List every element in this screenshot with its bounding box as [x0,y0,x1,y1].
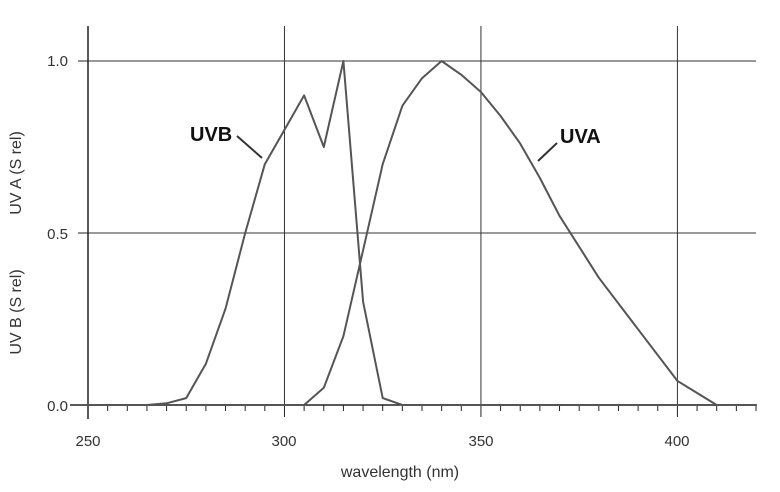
x-tick-label-250: 250 [75,433,100,450]
y-tick-label-1: 1.0 [47,53,68,70]
x-tick-label-300: 300 [271,433,296,450]
series-line-uva [87,60,757,406]
series-label-uvb: UVB [190,124,232,146]
x-tick-label-400: 400 [664,433,689,450]
series-group [87,60,757,406]
uva-label-leader [537,142,558,162]
y-axis-title-uva: UV A (S rel) [8,131,25,215]
uvb-label-leader [236,135,263,159]
series-line-uvb [87,60,757,406]
tick-marks [78,60,757,417]
y-tick-label-0.5: 0.5 [47,226,68,243]
y-tick-label-0: 0.0 [47,398,68,415]
y-axis-title-uvb: UV B (S rel) [8,269,25,354]
labels-group: 250 300 350 400 0.0 0.5 1.0 wavelength (… [8,53,690,481]
grid-lines [88,26,756,405]
series-label-uva: UVA [560,126,601,148]
axes [70,26,756,419]
x-axis-title: wavelength (nm) [340,464,459,481]
x-tick-label-350: 350 [468,433,493,450]
